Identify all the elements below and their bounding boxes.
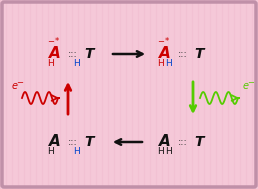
Text: :::: ::: <box>178 49 188 59</box>
Text: H: H <box>74 147 80 156</box>
Text: H: H <box>48 147 54 156</box>
Text: $-$*: $-$* <box>47 36 60 44</box>
Text: H: H <box>166 147 172 156</box>
Text: $-$: $-$ <box>247 77 255 85</box>
Text: $-$*: $-$* <box>157 36 171 44</box>
Text: A: A <box>49 135 61 149</box>
Text: $-$: $-$ <box>16 77 24 85</box>
Text: :::: ::: <box>68 137 78 147</box>
Text: A: A <box>159 135 171 149</box>
Text: A: A <box>49 46 61 61</box>
Text: H: H <box>158 60 164 68</box>
Text: :::: ::: <box>68 49 78 59</box>
Text: H: H <box>48 60 54 68</box>
Text: T: T <box>194 47 204 61</box>
Text: H: H <box>166 60 172 68</box>
Text: H: H <box>74 60 80 68</box>
Text: A: A <box>159 46 171 61</box>
Text: e: e <box>12 81 18 91</box>
Text: T: T <box>84 135 94 149</box>
Text: H: H <box>158 147 164 156</box>
Text: T: T <box>194 135 204 149</box>
Text: T: T <box>84 47 94 61</box>
Text: :::: ::: <box>178 137 188 147</box>
Text: e: e <box>243 81 249 91</box>
